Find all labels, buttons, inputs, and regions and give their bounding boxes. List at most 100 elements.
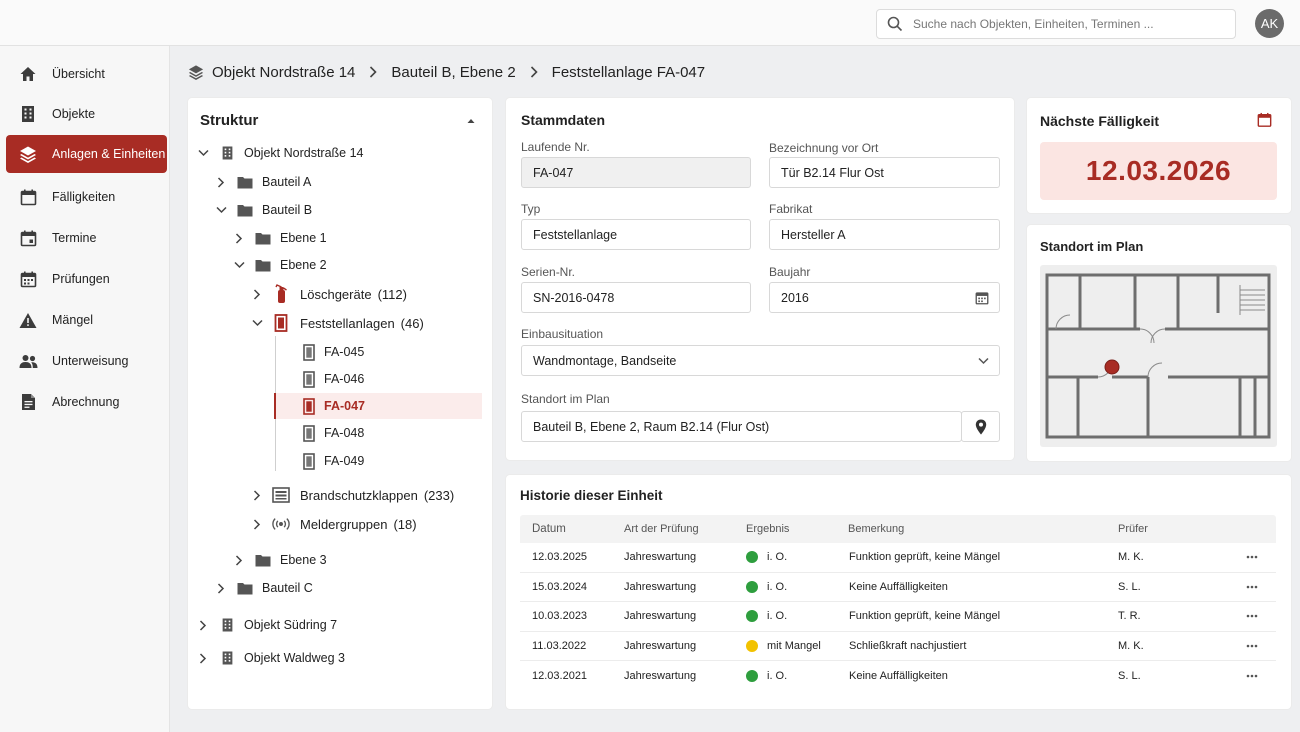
- more-icon[interactable]: [1246, 573, 1258, 602]
- tree-node-label: FA-048: [324, 426, 365, 440]
- avatar[interactable]: AK: [1255, 9, 1284, 38]
- cell-ergebnis-text: i. O.: [767, 551, 788, 564]
- breadcrumb-item-current: Feststellanlage FA-047: [551, 63, 706, 81]
- sidebar-item-uebersicht[interactable]: Übersicht: [6, 55, 167, 93]
- calendar-icon[interactable]: [1257, 112, 1272, 128]
- chevron-right-icon[interactable]: [250, 517, 264, 531]
- fabrikat-field[interactable]: Hersteller A: [769, 219, 1000, 250]
- tree-node-feststellanlagen[interactable]: Feststellanlagen (46): [250, 311, 424, 335]
- tree-node-fa-045[interactable]: FA-045: [300, 340, 364, 364]
- standort-field[interactable]: Bauteil B, Ebene 2, Raum B2.14 (Flur Ost…: [521, 411, 962, 442]
- serien-nr-label: Serien-Nr.: [521, 265, 576, 279]
- column-header-ergebnis[interactable]: Ergebnis: [746, 523, 790, 535]
- tree-node-label: Ebene 3: [280, 553, 327, 567]
- tree-node-brandschutzklappen[interactable]: Brandschutzklappen (233): [250, 483, 454, 507]
- sidebar-item-abrechnung[interactable]: Abrechnung: [6, 383, 167, 421]
- sidebar-item-anlagen[interactable]: Anlagen & Einheiten: [6, 135, 167, 173]
- search-icon: [887, 16, 903, 32]
- bezeichnung-field[interactable]: Tür B2.14 Flur Ost: [769, 157, 1000, 188]
- tree-node-label: Bauteil B: [262, 203, 313, 217]
- breadcrumb-item-level[interactable]: Bauteil B, Ebene 2: [391, 63, 516, 81]
- tree-node-obj-nordstrasse[interactable]: Objekt Nordstraße 14: [196, 141, 364, 165]
- tree-node-bauteil-c[interactable]: Bauteil C: [214, 576, 313, 600]
- tree-node-fa-047[interactable]: FA-047: [300, 394, 365, 418]
- more-icon[interactable]: [1246, 632, 1258, 661]
- sidebar-item-objekte[interactable]: Objekte: [6, 95, 167, 133]
- cell-pruefer: S. L.: [1118, 580, 1141, 593]
- tree-node-obj-suedring[interactable]: Objekt Südring 7: [196, 613, 337, 637]
- chevron-right-icon[interactable]: [232, 553, 246, 567]
- column-header-art[interactable]: Art der Prüfung: [624, 523, 699, 535]
- tree-node-fa-046[interactable]: FA-046: [300, 367, 364, 391]
- tree-node-count: (18): [393, 516, 417, 532]
- tree-node-label: Löschgeräte: [300, 286, 372, 302]
- tree-node-loeschgeraete[interactable]: Löschgeräte (112): [250, 282, 407, 306]
- search-box[interactable]: [876, 9, 1236, 39]
- tree-node-bauteil-b[interactable]: Bauteil B: [214, 198, 312, 222]
- table-row[interactable]: 12.03.2025 Jahreswartung i. O. Funktion …: [520, 543, 1276, 573]
- table-row[interactable]: 11.03.2022 Jahreswartung mit Mangel Schl…: [520, 632, 1276, 662]
- laufende-nr-label: Laufende Nr.: [521, 140, 590, 154]
- baujahr-value: 2016: [781, 290, 809, 305]
- tree-node-ebene-3[interactable]: Ebene 3: [232, 548, 327, 572]
- chevron-right-icon[interactable]: [196, 618, 210, 632]
- tree-node-ebene-2[interactable]: Ebene 2: [232, 253, 327, 277]
- tree-node-obj-waldweg[interactable]: Objekt Waldweg 3: [196, 646, 345, 670]
- floor-plan[interactable]: [1040, 265, 1277, 447]
- tree-node-bauteil-a[interactable]: Bauteil A: [214, 170, 311, 194]
- sidebar-item-label: Abrechnung: [52, 395, 120, 409]
- tree-node-fa-049[interactable]: FA-049: [300, 449, 364, 473]
- sidebar-item-unterweisung[interactable]: Unterweisung: [6, 342, 167, 380]
- door-icon: [300, 424, 318, 442]
- column-header-pruefer[interactable]: Prüfer: [1118, 523, 1148, 535]
- chevron-down-icon[interactable]: [250, 316, 264, 330]
- einbausituation-select[interactable]: Wandmontage, Bandseite: [521, 345, 1000, 376]
- tree-node-fa-048[interactable]: FA-048: [300, 421, 364, 445]
- column-header-datum[interactable]: Datum: [532, 523, 566, 535]
- table-row[interactable]: 12.03.2021 Jahreswartung i. O. Keine Auf…: [520, 661, 1276, 691]
- chevron-right-icon[interactable]: [196, 651, 210, 665]
- chevron-down-icon[interactable]: [214, 203, 228, 217]
- chevron-right-icon[interactable]: [232, 231, 246, 245]
- cell-pruefer: M. K.: [1118, 640, 1144, 653]
- calendar-icon[interactable]: [975, 291, 989, 305]
- baujahr-field[interactable]: 2016: [769, 282, 1000, 313]
- typ-field[interactable]: Feststellanlage: [521, 219, 751, 250]
- sidebar-item-pruefungen[interactable]: Prüfungen: [6, 260, 167, 298]
- sidebar-item-maengel[interactable]: Mängel: [6, 301, 167, 339]
- table-row[interactable]: 15.03.2024 Jahreswartung i. O. Keine Auf…: [520, 573, 1276, 603]
- locate-on-plan-button[interactable]: [961, 411, 1000, 442]
- building-icon: [218, 616, 236, 634]
- tree-node-meldergruppen[interactable]: Meldergruppen (18): [250, 512, 417, 536]
- search-input[interactable]: [913, 17, 1213, 31]
- chevron-right-icon[interactable]: [250, 287, 264, 301]
- more-icon[interactable]: [1246, 543, 1258, 572]
- cell-datum: 12.03.2021: [532, 670, 588, 683]
- serien-nr-value: SN-2016-0478: [533, 290, 615, 305]
- sidebar: Übersicht Objekte Anlagen & Einheiten Fä…: [0, 46, 170, 732]
- chevron-down-icon[interactable]: [196, 146, 210, 160]
- folder-icon: [254, 551, 272, 569]
- table-row[interactable]: 10.03.2023 Jahreswartung i. O. Funktion …: [520, 602, 1276, 632]
- tree-node-ebene-1[interactable]: Ebene 1: [232, 226, 327, 250]
- chevron-right-icon[interactable]: [214, 175, 228, 189]
- cell-datum: 12.03.2025: [532, 551, 588, 564]
- sidebar-item-label: Objekte: [52, 107, 96, 121]
- chevron-right-icon[interactable]: [250, 488, 264, 502]
- sidebar-item-termine[interactable]: Termine: [6, 219, 167, 257]
- collapse-panel-icon[interactable]: [466, 117, 476, 125]
- cell-ergebnis-text: i. O.: [767, 580, 788, 593]
- column-header-bemerkung[interactable]: Bemerkung: [848, 523, 905, 535]
- more-icon[interactable]: [1246, 661, 1258, 691]
- breadcrumb-item-object[interactable]: Objekt Nordstraße 14: [212, 63, 356, 81]
- cell-bemerkung: Funktion geprüft, keine Mängel: [849, 551, 1001, 564]
- laufende-nr-value: FA-047: [533, 165, 574, 180]
- sidebar-item-faelligkeiten[interactable]: Fälligkeiten: [6, 178, 167, 216]
- serien-nr-field[interactable]: SN-2016-0478: [521, 282, 751, 313]
- chevron-right-icon[interactable]: [214, 581, 228, 595]
- more-icon[interactable]: [1246, 602, 1258, 631]
- chevron-down-icon[interactable]: [232, 258, 246, 272]
- warning-icon: [18, 310, 38, 330]
- baujahr-label: Baujahr: [769, 265, 811, 279]
- calendar-icon: [18, 228, 38, 248]
